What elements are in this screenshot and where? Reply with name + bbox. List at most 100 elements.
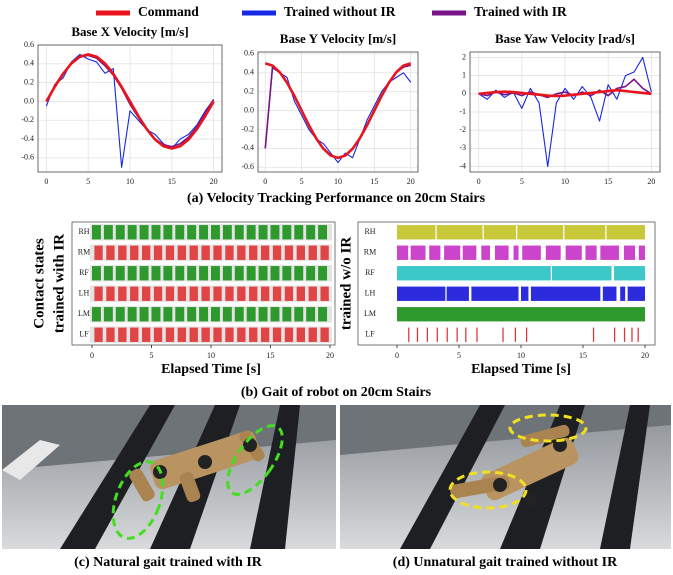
y-tick-label: -0.4 bbox=[21, 134, 34, 143]
legend-label: Command bbox=[138, 4, 199, 19]
photo-natural-gait bbox=[2, 405, 336, 549]
contact-bar bbox=[211, 307, 220, 321]
contact-bar bbox=[273, 287, 281, 301]
contact-bar bbox=[397, 287, 445, 301]
contact-bar bbox=[106, 287, 114, 301]
contact-bar bbox=[187, 225, 196, 239]
contact-bar bbox=[104, 225, 113, 239]
contact-bar bbox=[273, 328, 281, 342]
contact-bar bbox=[531, 287, 600, 301]
contact-bar bbox=[92, 266, 101, 280]
contact-bar bbox=[142, 328, 150, 342]
caption: (d) Unnatural gait trained without IR bbox=[393, 555, 618, 570]
contact-bar bbox=[190, 246, 198, 260]
contact-bar bbox=[237, 246, 245, 260]
y-tick-label: 0.0 bbox=[244, 105, 254, 114]
contact-bar bbox=[411, 246, 426, 260]
y-tick-label: -0.6 bbox=[21, 153, 34, 162]
contact-bar bbox=[564, 225, 605, 239]
contact-bar bbox=[271, 225, 280, 239]
x-tick-label: 5 bbox=[86, 177, 90, 186]
contact-bar bbox=[154, 287, 162, 301]
row-label: LM bbox=[364, 309, 376, 318]
contact-bar bbox=[526, 328, 527, 342]
y-tick-label: -1 bbox=[459, 107, 466, 116]
contact-bar bbox=[476, 328, 477, 342]
contact-bar bbox=[237, 287, 245, 301]
x-tick-label: 0 bbox=[395, 351, 399, 360]
contact-bar bbox=[201, 328, 209, 342]
x-tick-label: 10 bbox=[561, 177, 569, 186]
x-tick-label: 5 bbox=[457, 351, 461, 360]
contact-bar bbox=[118, 246, 126, 260]
contact-bar bbox=[320, 328, 328, 342]
contact-bar bbox=[502, 328, 503, 342]
contact-bar bbox=[249, 287, 257, 301]
row-label: RF bbox=[365, 268, 375, 277]
y-tick-label: 0.2 bbox=[244, 87, 254, 96]
contact-bar bbox=[318, 225, 327, 239]
x-tick-label: 20 bbox=[326, 351, 334, 360]
x-tick-label: 15 bbox=[168, 177, 176, 186]
contact-bar bbox=[620, 287, 625, 301]
contact-bar bbox=[320, 287, 328, 301]
contact-bar bbox=[444, 246, 460, 260]
contact-bar bbox=[522, 246, 541, 260]
contact-bar bbox=[294, 307, 303, 321]
contact-bar bbox=[166, 246, 174, 260]
y-axis-label: trained with IR bbox=[51, 234, 67, 333]
contact-bar bbox=[199, 266, 208, 280]
y-tick-label: 0.4 bbox=[244, 68, 254, 77]
plot-frame bbox=[358, 222, 655, 345]
contact-bar bbox=[600, 246, 619, 260]
row-label: LH bbox=[365, 289, 376, 298]
x-tick-label: 5 bbox=[520, 177, 524, 186]
contact-bar bbox=[106, 328, 114, 342]
contact-bar bbox=[190, 328, 198, 342]
contact-bar bbox=[465, 328, 466, 342]
contact-bar bbox=[294, 225, 303, 239]
y-tick-label: -4 bbox=[459, 161, 466, 170]
contact-bar bbox=[261, 246, 269, 260]
contact-bar bbox=[116, 307, 125, 321]
figure: (a) Velocity Tracking Performance on 20c… bbox=[0, 0, 673, 575]
contact-bar bbox=[187, 266, 196, 280]
contact-bar bbox=[397, 307, 645, 321]
contact-bar bbox=[309, 246, 317, 260]
contact-bar bbox=[437, 328, 438, 342]
contact-bar bbox=[514, 246, 519, 260]
contact-bar bbox=[92, 307, 101, 321]
contact-bar bbox=[427, 328, 428, 342]
y-tick-label: -0.2 bbox=[21, 115, 34, 124]
contact-bar bbox=[106, 246, 114, 260]
contact-bar bbox=[142, 246, 150, 260]
contact-bar bbox=[166, 328, 174, 342]
x-tick-label: 15 bbox=[604, 177, 612, 186]
y-tick-label: 0.4 bbox=[24, 59, 34, 68]
contact-bar bbox=[607, 225, 645, 239]
contact-bar bbox=[211, 225, 220, 239]
contact-bar bbox=[408, 328, 409, 342]
contact-bar bbox=[247, 307, 256, 321]
contact-bar bbox=[175, 266, 184, 280]
contact-bar bbox=[225, 246, 233, 260]
contact-bar bbox=[259, 225, 268, 239]
contact-bar bbox=[249, 328, 257, 342]
contact-bar bbox=[118, 328, 126, 342]
contact-bar bbox=[190, 287, 198, 301]
x-tick-label: 10 bbox=[334, 177, 342, 186]
contact-bar bbox=[261, 328, 269, 342]
contact-bar bbox=[628, 287, 645, 301]
contact-bar bbox=[128, 266, 137, 280]
contact-bar bbox=[92, 225, 101, 239]
contact-bar bbox=[154, 328, 162, 342]
contact-bar bbox=[481, 246, 490, 260]
row-label: LM bbox=[78, 309, 90, 318]
contact-bar bbox=[116, 225, 125, 239]
contact-bar bbox=[152, 225, 161, 239]
contact-bar bbox=[624, 246, 635, 260]
contact-bar bbox=[94, 246, 102, 260]
contact-bar bbox=[104, 266, 113, 280]
contact-bar bbox=[309, 287, 317, 301]
row-label: LF bbox=[79, 330, 89, 339]
